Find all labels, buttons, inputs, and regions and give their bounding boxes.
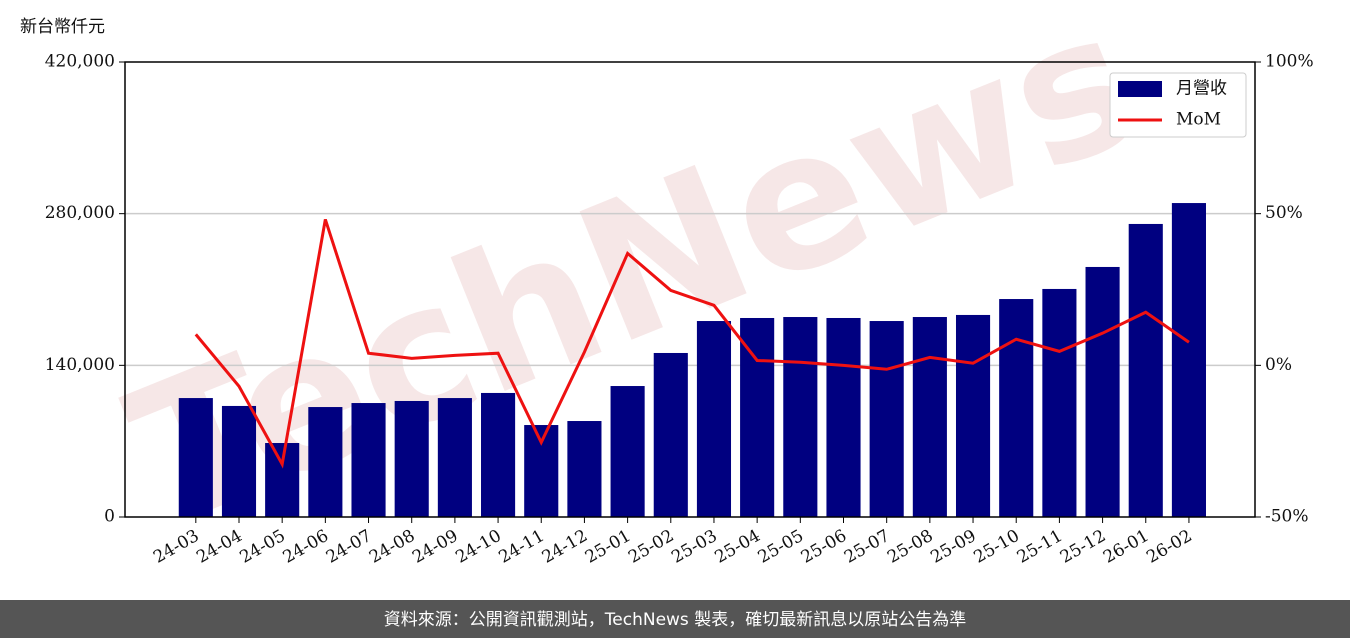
y2-tick-label: -50%	[1265, 507, 1309, 527]
bar	[1171, 203, 1206, 518]
bar	[999, 299, 1034, 517]
bar	[567, 421, 602, 517]
bar	[653, 352, 688, 517]
bar	[308, 407, 343, 517]
bar	[955, 314, 991, 517]
y2-tick-label: 0%	[1265, 355, 1292, 375]
bar	[481, 392, 516, 517]
bar	[826, 317, 861, 517]
bar	[783, 317, 818, 517]
y-unit-label: 新台幣仟元	[20, 17, 105, 37]
footer: 資料來源：公開資訊觀測站，TechNews 製表，確切最新訊息以原站公告為準	[384, 610, 966, 630]
bar	[610, 386, 645, 517]
plot-frame	[124, 61, 1256, 518]
bar	[1042, 288, 1077, 517]
y-tick-label: 420,000	[45, 52, 115, 72]
bar	[524, 425, 559, 517]
bar	[740, 317, 775, 517]
bar	[1128, 223, 1163, 518]
y-tick-label: 140,000	[45, 355, 115, 375]
bar	[696, 321, 732, 517]
bar	[869, 321, 904, 517]
legend-swatch	[1118, 81, 1162, 97]
legend-label: MoM	[1176, 110, 1221, 130]
line	[194, 218, 1190, 469]
footer-bar	[0, 600, 1350, 638]
bar	[178, 398, 213, 517]
legend-label: 月營收	[1176, 79, 1227, 99]
y2-tick-label: 100%	[1265, 52, 1314, 72]
bar	[912, 317, 947, 517]
bar	[1085, 266, 1120, 517]
bar	[437, 398, 472, 517]
y-tick-label: 280,000	[45, 203, 115, 223]
bar	[221, 405, 257, 517]
bar	[394, 400, 429, 517]
y2-tick-label: 50%	[1265, 203, 1303, 223]
bar	[351, 403, 386, 517]
bar	[265, 443, 300, 517]
y-tick-label: 0	[104, 507, 115, 527]
